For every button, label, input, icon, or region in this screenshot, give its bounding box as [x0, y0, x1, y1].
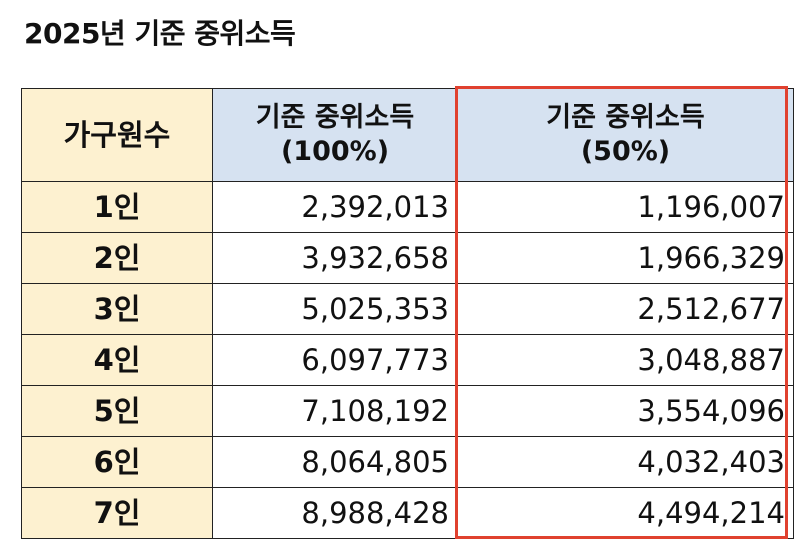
table-header-row: 가구원수 기준 중위소득 (100%) 기준 중위소득 (50%): [21, 88, 794, 182]
table-row: 3인 5,025,353 2,512,677: [21, 283, 794, 335]
household-size-cell: 6인: [21, 436, 213, 488]
median-100-cell: 3,932,658: [212, 232, 458, 284]
median-100-cell: 5,025,353: [212, 283, 458, 335]
table-row: 5인 7,108,192 3,554,096: [21, 385, 794, 437]
median-100-cell: 8,064,805: [212, 436, 458, 488]
table-row: 1인 2,392,013 1,196,007: [21, 181, 794, 233]
household-size-cell: 5인: [21, 385, 213, 437]
household-size-cell: 3인: [21, 283, 213, 335]
household-size-cell: 2인: [21, 232, 213, 284]
household-size-cell: 7인: [21, 487, 213, 539]
median-50-cell: 1,966,329: [457, 232, 794, 284]
page-title: 2025년 기준 중위소득: [24, 17, 296, 50]
median-100-cell: 6,097,773: [212, 334, 458, 386]
median-50-cell: 1,196,007: [457, 181, 794, 233]
median-50-cell: 4,494,214: [457, 487, 794, 539]
median-income-table: 가구원수 기준 중위소득 (100%) 기준 중위소득 (50%) 1인 2,3…: [21, 88, 794, 539]
median-50-cell: 4,032,403: [457, 436, 794, 488]
household-size-cell: 1인: [21, 181, 213, 233]
header-median-income-50-line2: (50%): [580, 136, 671, 167]
household-size-cell: 4인: [21, 334, 213, 386]
header-median-income-100: 기준 중위소득 (100%): [212, 88, 458, 182]
median-50-cell: 3,048,887: [457, 334, 794, 386]
header-median-income-100-line1: 기준 중위소득: [255, 102, 415, 133]
header-median-income-50: 기준 중위소득 (50%): [457, 88, 794, 182]
median-100-cell: 8,988,428: [212, 487, 458, 539]
median-50-cell: 3,554,096: [457, 385, 794, 437]
table-row: 4인 6,097,773 3,048,887: [21, 334, 794, 386]
median-100-cell: 7,108,192: [212, 385, 458, 437]
header-median-income-50-line1: 기준 중위소득: [546, 102, 705, 133]
header-median-income-100-line2: (100%): [280, 136, 390, 167]
median-50-cell: 2,512,677: [457, 283, 794, 335]
table-row: 7인 8,988,428 4,494,214: [21, 487, 794, 539]
table-row: 6인 8,064,805 4,032,403: [21, 436, 794, 488]
table-row: 2인 3,932,658 1,966,329: [21, 232, 794, 284]
median-100-cell: 2,392,013: [212, 181, 458, 233]
header-household-size: 가구원수: [21, 88, 213, 182]
